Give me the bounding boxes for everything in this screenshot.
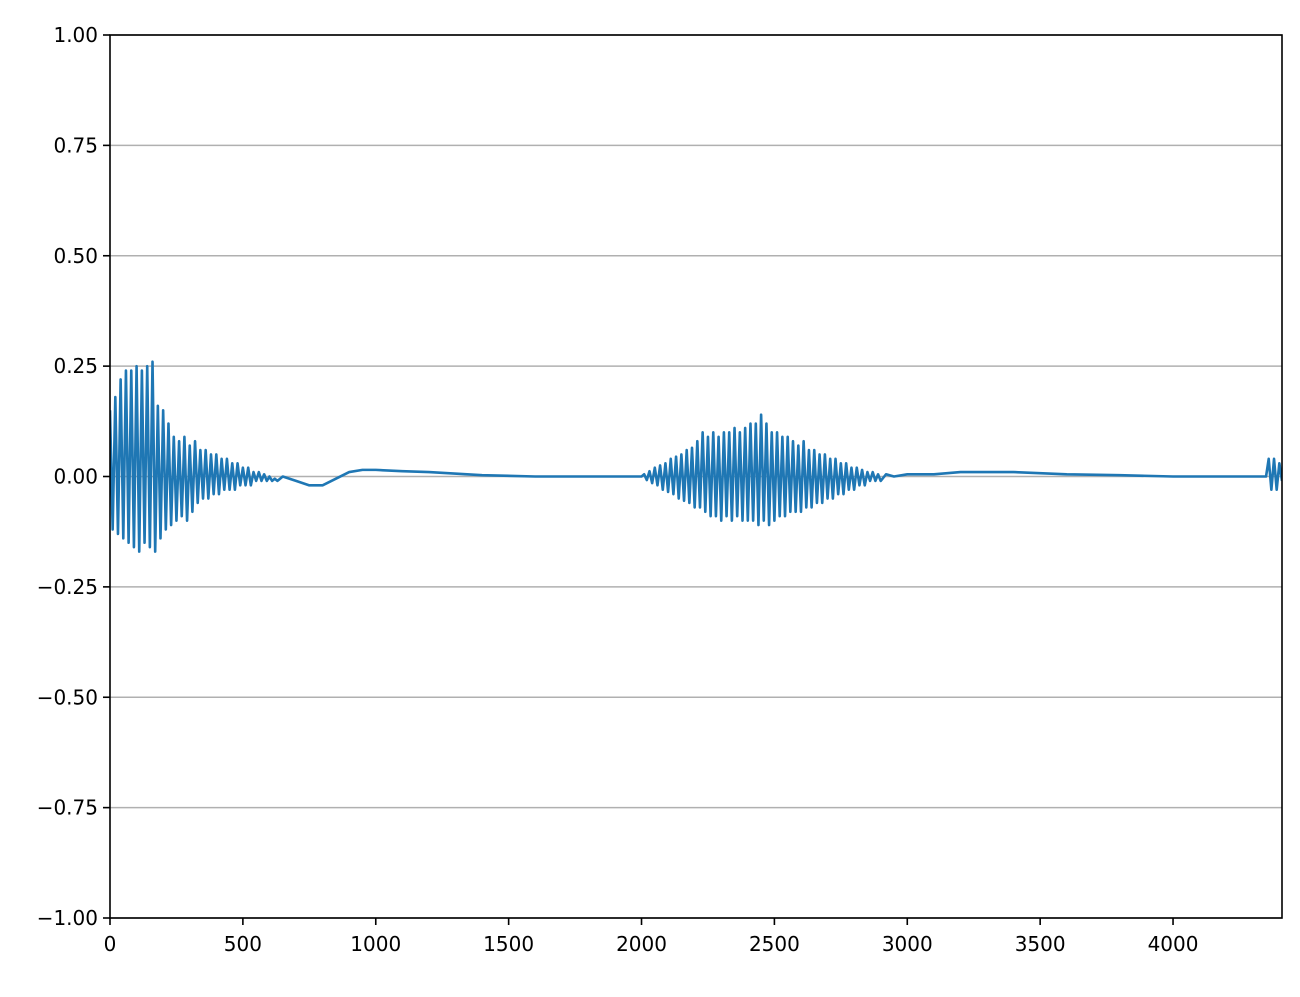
x-tick-label: 1000 — [350, 932, 401, 956]
x-tick-label: 0 — [104, 932, 117, 956]
waveform-line — [110, 360, 1282, 553]
y-tick-label: −0.25 — [37, 575, 98, 599]
x-tick-label: 2500 — [749, 932, 800, 956]
x-tick-label: 2000 — [616, 932, 667, 956]
x-tick-label: 3000 — [882, 932, 933, 956]
y-tick-label: −1.00 — [37, 906, 98, 930]
x-tick-label: 1500 — [483, 932, 534, 956]
y-tick-label: 0.00 — [53, 465, 98, 489]
y-tick-label: 1.00 — [53, 23, 98, 47]
y-tick-label: 0.75 — [53, 133, 98, 157]
y-tick-label: 0.50 — [53, 244, 98, 268]
y-tick-label: 0.25 — [53, 354, 98, 378]
x-tick-label: 3500 — [1015, 932, 1066, 956]
y-tick-label: −0.50 — [37, 685, 98, 709]
x-tick-label: 4000 — [1148, 932, 1199, 956]
y-tick-label: −0.75 — [37, 796, 98, 820]
x-tick-label: 500 — [224, 932, 262, 956]
